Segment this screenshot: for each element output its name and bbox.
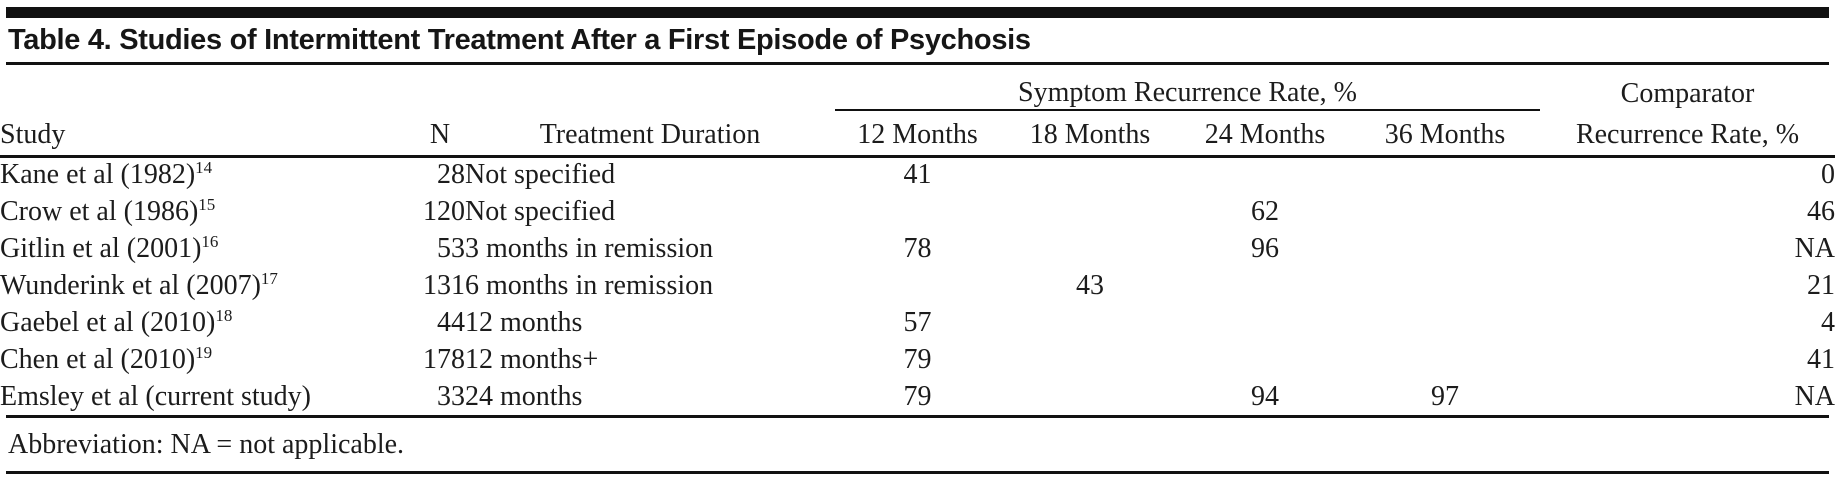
table-title: Table 4. Studies of Intermittent Treatme…: [8, 24, 1031, 56]
duration-cell: 6 months in remission: [465, 269, 714, 301]
study-name: Chen et al (2010): [0, 343, 196, 375]
recurrence-36mo-cell: [1350, 156, 1540, 193]
recurrence-18mo-cell: [1000, 304, 1180, 341]
abbreviation-footnote: Abbreviation: NA = not applicable.: [8, 429, 405, 460]
recurrence-12mo-cell: 57: [903, 306, 932, 338]
duration-cell: Not specified: [465, 195, 616, 227]
study-cell: Wunderink et al (2007)17: [0, 267, 415, 304]
n-cell: 120: [423, 195, 465, 227]
title-rule: [6, 62, 1829, 65]
recurrence-24mo-cell: [1180, 304, 1350, 341]
table-row: Emsley et al (current study) 33 24 month…: [0, 378, 1835, 415]
top-heavy-bar: [6, 7, 1829, 18]
month-18-column-header: 18 Months: [1000, 110, 1180, 158]
table-row: Kane et al (1982)14 28 Not specified 41 …: [0, 156, 1835, 193]
duration-cell: 12 months: [465, 306, 583, 338]
comparator-header-line2: Recurrence Rate, %: [1540, 110, 1835, 158]
study-name: Kane et al (1982): [0, 159, 196, 191]
study-cell: Chen et al (2010)19: [0, 341, 415, 378]
recurrence-24mo-cell: 62: [1251, 195, 1279, 227]
study-cell: Crow et al (1986)15: [0, 193, 415, 230]
treatment-duration-column-header: Treatment Duration: [465, 110, 835, 158]
study-cell: Gitlin et al (2001)16: [0, 230, 415, 267]
comparator-rate-cell: 0: [1821, 159, 1835, 191]
reference-superscript: 19: [195, 342, 213, 362]
recurrence-24mo-cell: [1180, 341, 1350, 378]
recurrence-12mo-cell: [835, 193, 1000, 230]
reference-superscript: 16: [201, 231, 219, 251]
duration-cell: 3 months in remission: [465, 232, 714, 264]
table-row: Gaebel et al (2010)18 44 12 months 57 4: [0, 304, 1835, 341]
recurrence-18mo-cell: 43: [1076, 269, 1104, 301]
month-24-column-header: 24 Months: [1180, 110, 1350, 158]
recurrence-36mo-cell: [1350, 193, 1540, 230]
duration-cell: Not specified: [465, 159, 616, 191]
comparator-rate-cell: NA: [1794, 232, 1835, 264]
recurrence-18mo-cell: [1000, 230, 1180, 267]
recurrence-24mo-cell: 94: [1251, 380, 1279, 412]
recurrence-18mo-cell: [1000, 156, 1180, 193]
study-name: Gaebel et al (2010): [0, 306, 216, 338]
recurrence-12mo-cell: 79: [903, 343, 932, 375]
recurrence-24mo-cell: [1180, 156, 1350, 193]
month-12-column-header: 12 Months: [835, 110, 1000, 158]
n-cell: 33: [437, 380, 465, 412]
n-column-header: N: [415, 110, 465, 158]
duration-cell: 12 months+: [465, 343, 599, 375]
study-cell: Kane et al (1982)14: [0, 156, 415, 193]
study-name: Wunderink et al (2007): [0, 269, 261, 301]
table-row: Gitlin et al (2001)16 53 3 months in rem…: [0, 230, 1835, 267]
spanner-header-row: Symptom Recurrence Rate, % Comparator: [0, 65, 1835, 111]
spacer-cell: [415, 65, 465, 110]
spacer-cell: [465, 65, 835, 110]
recurrence-12mo-cell: [835, 267, 1000, 304]
bottom-rule: [6, 471, 1829, 474]
recurrence-36mo-cell: [1350, 267, 1540, 304]
study-cell: Gaebel et al (2010)18: [0, 304, 415, 341]
reference-superscript: 17: [260, 268, 278, 288]
studies-table: Symptom Recurrence Rate, % Comparator St…: [0, 65, 1835, 415]
comparator-rate-cell: 21: [1807, 269, 1835, 301]
recurrence-24mo-cell: 96: [1251, 232, 1279, 264]
study-name: Crow et al (1986): [0, 195, 199, 227]
table-row: Crow et al (1986)15 120 Not specified 62…: [0, 193, 1835, 230]
recurrence-24mo-cell: [1180, 267, 1350, 304]
study-cell: Emsley et al (current study): [0, 378, 415, 415]
table-row: Wunderink et al (2007)17 131 6 months in…: [0, 267, 1835, 304]
comparator-rate-cell: 46: [1807, 195, 1835, 227]
recurrence-36mo-cell: [1350, 230, 1540, 267]
recurrence-18mo-cell: [1000, 193, 1180, 230]
recurrence-36mo-cell: [1350, 304, 1540, 341]
comparator-rate-cell: NA: [1794, 380, 1835, 412]
study-name: Gitlin et al (2001): [0, 232, 202, 264]
reference-superscript: 18: [215, 305, 233, 325]
study-column-header: Study: [0, 110, 415, 158]
spacer-cell: [0, 65, 415, 110]
footnote-top-rule: [6, 415, 1829, 418]
recurrence-36mo-cell: 97: [1431, 380, 1459, 412]
month-36-column-header: 36 Months: [1350, 110, 1541, 158]
comparator-rate-cell: 41: [1807, 343, 1835, 375]
n-cell: 28: [437, 159, 465, 191]
n-cell: 131: [423, 269, 465, 301]
reference-superscript: 15: [198, 194, 216, 214]
comparator-header-line1: Comparator: [1620, 78, 1755, 109]
study-name: Emsley et al (current study): [0, 380, 312, 412]
recurrence-12mo-cell: 78: [903, 232, 932, 264]
reference-superscript: 14: [195, 158, 213, 178]
recurrence-12mo-cell: 79: [903, 380, 932, 412]
recurrence-18mo-cell: [1000, 378, 1180, 415]
duration-cell: 24 months: [465, 380, 583, 412]
recurrence-36mo-cell: [1350, 341, 1540, 378]
table-row: Chen et al (2010)19 178 12 months+ 79 41: [0, 341, 1835, 378]
symptom-recurrence-group-header: Symptom Recurrence Rate, %: [835, 65, 1541, 111]
comparator-rate-cell: 4: [1821, 306, 1835, 338]
n-cell: 178: [423, 343, 465, 375]
n-cell: 53: [437, 232, 465, 264]
column-header-row: Study N Treatment Duration 12 Months 18 …: [0, 110, 1835, 158]
recurrence-18mo-cell: [1000, 341, 1180, 378]
recurrence-12mo-cell: 41: [903, 159, 932, 191]
n-cell: 44: [437, 306, 465, 338]
